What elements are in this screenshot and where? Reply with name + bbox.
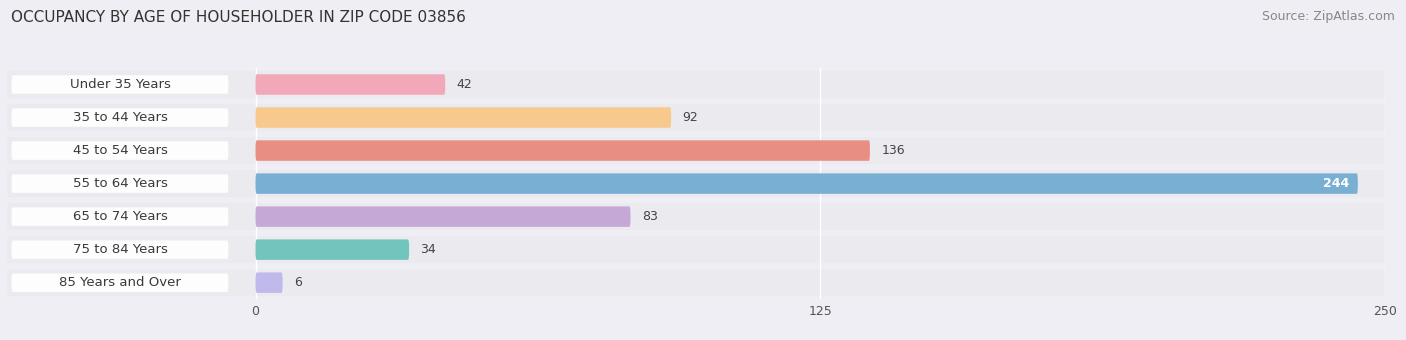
FancyBboxPatch shape <box>11 141 228 160</box>
Text: 75 to 84 Years: 75 to 84 Years <box>73 243 167 256</box>
Text: 6: 6 <box>294 276 302 289</box>
FancyBboxPatch shape <box>7 236 1385 263</box>
Text: 34: 34 <box>420 243 436 256</box>
FancyBboxPatch shape <box>256 239 409 260</box>
FancyBboxPatch shape <box>256 140 870 161</box>
Text: 45 to 54 Years: 45 to 54 Years <box>73 144 167 157</box>
Text: 42: 42 <box>457 78 472 91</box>
FancyBboxPatch shape <box>11 108 228 127</box>
FancyBboxPatch shape <box>7 71 1385 98</box>
FancyBboxPatch shape <box>11 174 228 193</box>
Text: 65 to 74 Years: 65 to 74 Years <box>73 210 167 223</box>
FancyBboxPatch shape <box>7 203 1385 230</box>
FancyBboxPatch shape <box>256 272 283 293</box>
FancyBboxPatch shape <box>11 273 228 292</box>
Text: Source: ZipAtlas.com: Source: ZipAtlas.com <box>1261 10 1395 23</box>
Text: 136: 136 <box>882 144 905 157</box>
FancyBboxPatch shape <box>11 240 228 259</box>
Text: 244: 244 <box>1323 177 1348 190</box>
Text: OCCUPANCY BY AGE OF HOUSEHOLDER IN ZIP CODE 03856: OCCUPANCY BY AGE OF HOUSEHOLDER IN ZIP C… <box>11 10 467 25</box>
FancyBboxPatch shape <box>256 107 671 128</box>
FancyBboxPatch shape <box>7 170 1385 197</box>
Text: 35 to 44 Years: 35 to 44 Years <box>73 111 167 124</box>
Text: 83: 83 <box>641 210 658 223</box>
Text: 92: 92 <box>682 111 699 124</box>
FancyBboxPatch shape <box>11 75 228 94</box>
Text: Under 35 Years: Under 35 Years <box>69 78 170 91</box>
FancyBboxPatch shape <box>256 206 630 227</box>
FancyBboxPatch shape <box>256 173 1358 194</box>
Text: 55 to 64 Years: 55 to 64 Years <box>73 177 167 190</box>
FancyBboxPatch shape <box>7 269 1385 296</box>
Text: 85 Years and Over: 85 Years and Over <box>59 276 181 289</box>
FancyBboxPatch shape <box>11 207 228 226</box>
FancyBboxPatch shape <box>7 137 1385 164</box>
FancyBboxPatch shape <box>256 74 446 95</box>
FancyBboxPatch shape <box>7 104 1385 131</box>
